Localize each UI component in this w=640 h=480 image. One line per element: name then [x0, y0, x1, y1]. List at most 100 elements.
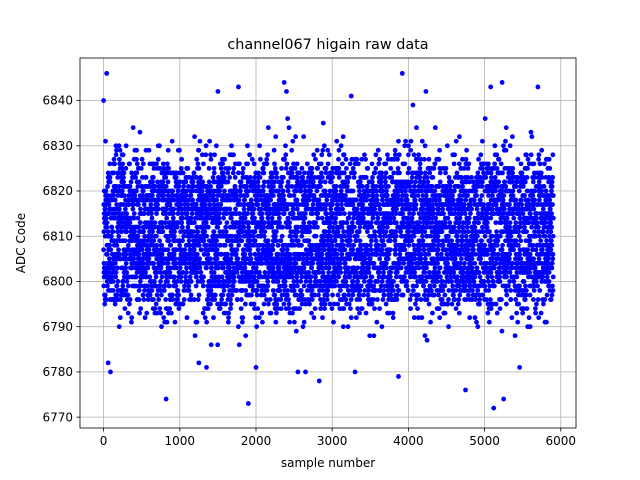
data-point	[418, 297, 424, 302]
data-point	[311, 193, 317, 198]
data-point	[293, 328, 299, 334]
data-point	[477, 297, 483, 302]
data-point	[362, 152, 367, 158]
data-point	[327, 193, 333, 198]
data-point	[391, 279, 396, 284]
data-point	[121, 193, 127, 198]
data-point	[272, 165, 278, 171]
data-point	[160, 224, 166, 230]
data-point	[211, 202, 217, 207]
data-point	[272, 292, 278, 298]
data-point	[155, 156, 161, 162]
data-point	[405, 288, 411, 293]
data-point	[306, 197, 312, 203]
data-point	[223, 301, 229, 307]
data-point	[251, 233, 256, 239]
data-point	[345, 179, 351, 185]
data-point	[116, 170, 122, 176]
data-point	[319, 265, 325, 271]
data-point	[302, 188, 308, 194]
data-point	[140, 292, 146, 298]
data-point	[158, 270, 164, 275]
data-point	[318, 161, 324, 167]
data-point	[127, 301, 132, 307]
data-point	[316, 247, 322, 253]
data-point	[299, 274, 305, 280]
data-point	[253, 265, 259, 271]
data-point	[243, 333, 249, 339]
data-point	[307, 229, 312, 235]
data-point	[161, 315, 167, 321]
data-point	[332, 274, 338, 280]
data-point	[231, 165, 237, 171]
data-point	[451, 188, 457, 194]
data-point	[107, 179, 113, 185]
data-point	[371, 333, 377, 339]
data-point	[479, 184, 485, 189]
data-point	[376, 161, 382, 167]
data-point	[157, 238, 163, 244]
data-point	[281, 301, 287, 307]
data-point	[401, 260, 406, 266]
data-point	[260, 188, 266, 194]
data-point	[154, 270, 160, 275]
data-point	[223, 229, 229, 235]
data-point	[157, 306, 163, 311]
data-point	[384, 224, 390, 230]
data-point	[415, 306, 420, 311]
data-point	[228, 256, 234, 262]
data-point	[237, 233, 243, 239]
data-point	[114, 147, 119, 153]
data-point	[157, 165, 163, 171]
data-point	[107, 161, 113, 167]
data-point	[424, 175, 430, 180]
data-point	[297, 170, 303, 176]
data-point	[440, 206, 446, 212]
data-point	[455, 301, 461, 307]
data-point	[279, 233, 285, 239]
data-point	[323, 170, 329, 176]
data-point	[446, 175, 452, 180]
data-point	[143, 175, 149, 180]
data-point	[325, 147, 331, 153]
data-point	[163, 211, 169, 217]
data-point	[332, 238, 338, 244]
data-point	[329, 242, 335, 248]
data-point	[295, 238, 301, 244]
data-point	[276, 265, 282, 271]
data-point	[340, 161, 345, 167]
data-point	[182, 283, 188, 289]
data-point	[451, 224, 457, 230]
data-point	[385, 152, 390, 158]
data-point	[328, 233, 334, 239]
data-point	[208, 288, 214, 293]
data-point	[214, 247, 220, 253]
data-point	[269, 175, 275, 180]
data-point	[116, 247, 121, 253]
data-point	[104, 251, 110, 257]
data-point	[178, 202, 184, 207]
data-point	[171, 233, 177, 239]
data-point	[246, 188, 252, 194]
data-point	[294, 283, 300, 289]
data-point	[478, 152, 484, 158]
data-point	[422, 170, 428, 176]
data-point	[310, 179, 316, 185]
data-point	[353, 315, 359, 321]
data-point	[223, 224, 229, 230]
data-point	[134, 147, 140, 153]
data-point	[458, 197, 464, 203]
data-point	[230, 260, 235, 266]
data-point	[121, 170, 127, 176]
data-point	[196, 165, 202, 171]
data-point	[422, 229, 428, 235]
data-point	[151, 260, 157, 266]
data-point	[251, 161, 257, 167]
data-point	[122, 238, 128, 244]
data-point	[322, 188, 328, 194]
data-point	[269, 224, 275, 230]
data-point	[219, 274, 225, 280]
data-point	[170, 188, 176, 194]
data-point	[141, 202, 147, 207]
data-point	[383, 179, 388, 185]
